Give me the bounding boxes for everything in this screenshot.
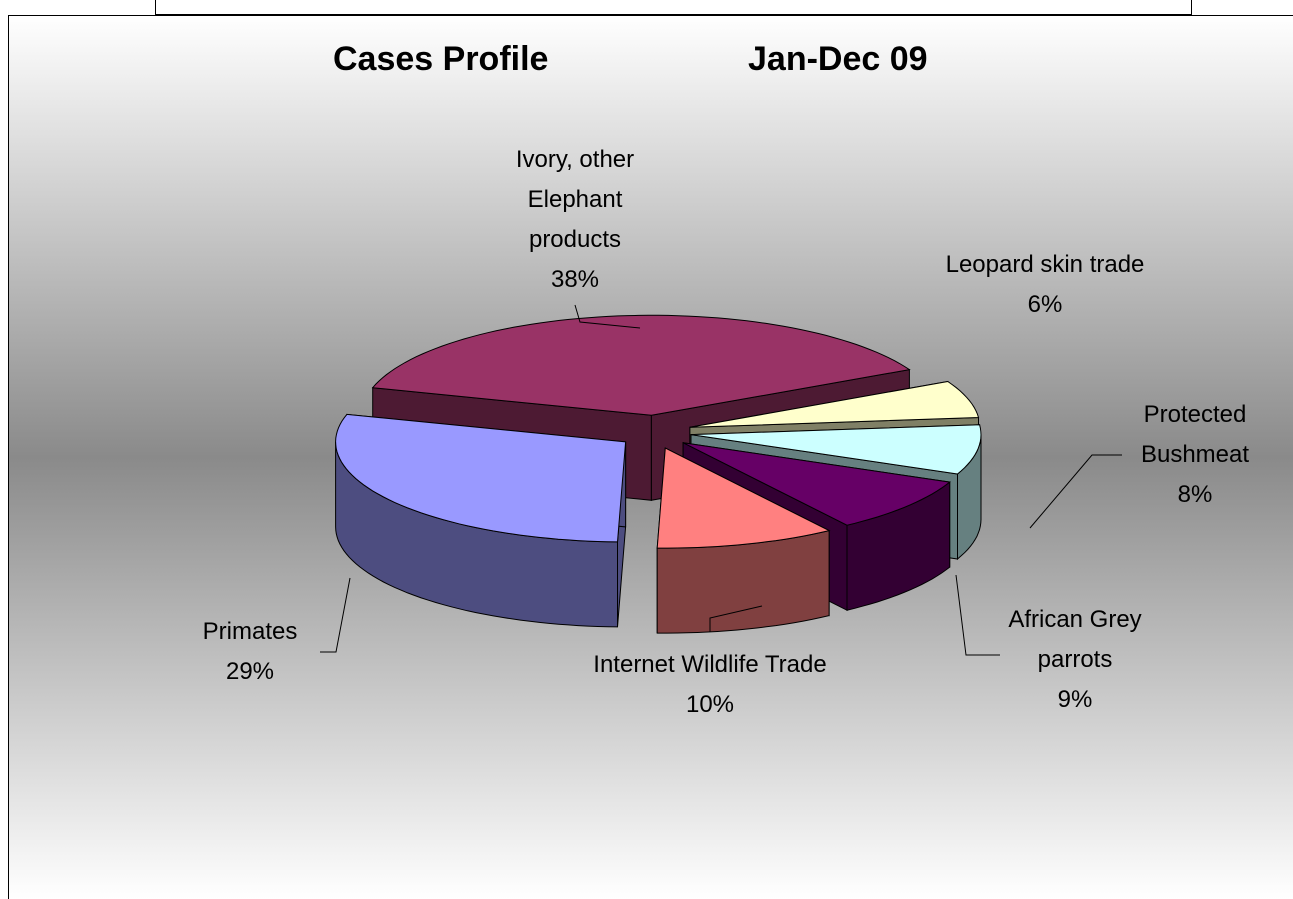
- chart-subtitle: Jan-Dec 09: [748, 40, 928, 78]
- slice: [371, 314, 911, 416]
- value-label: 9%: [1057, 686, 1093, 713]
- slice-label: Primates: [202, 618, 298, 645]
- value-label: 10%: [685, 691, 735, 718]
- leader-line: [955, 574, 1000, 656]
- slice: [335, 413, 627, 543]
- slice-label: Internet Wildlife Trade: [593, 651, 827, 678]
- value-label: 29%: [225, 658, 275, 685]
- leader-line: [1029, 454, 1122, 529]
- value-label: 38%: [550, 266, 600, 293]
- slice-label: Leopard skin trade: [945, 251, 1145, 278]
- slice-label: Protected Bushmeat: [1140, 401, 1250, 468]
- value-label: 6%: [1027, 291, 1063, 318]
- chart-title: Cases Profile: [333, 40, 549, 78]
- slice: [682, 442, 951, 526]
- leader-line: [574, 304, 641, 329]
- slice-label: African Grey parrots: [1008, 606, 1142, 673]
- leader-line: [709, 605, 763, 632]
- slice: [656, 447, 831, 549]
- slice: [689, 380, 980, 428]
- slice-label: Ivory, other Elephant products: [515, 146, 635, 253]
- leader-line: [320, 577, 351, 653]
- value-label: 8%: [1177, 481, 1213, 508]
- top-frame: [155, 0, 1192, 15]
- slice: [690, 424, 982, 475]
